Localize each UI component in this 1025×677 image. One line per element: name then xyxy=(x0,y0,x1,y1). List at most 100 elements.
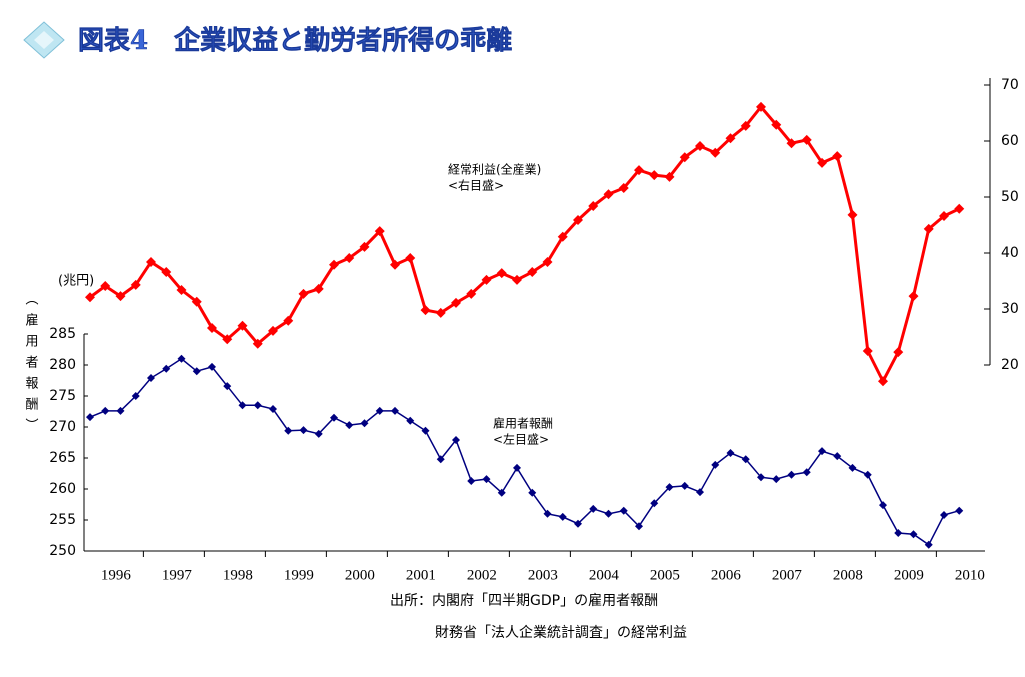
marker xyxy=(497,488,506,497)
marker xyxy=(344,253,355,264)
marker xyxy=(879,501,887,510)
marker xyxy=(696,488,704,497)
marker xyxy=(801,134,812,145)
marker xyxy=(223,382,232,391)
marker xyxy=(176,284,187,295)
x-tick-label: 2001 xyxy=(406,567,436,583)
marker xyxy=(832,151,843,162)
marker xyxy=(710,147,721,158)
marker xyxy=(146,256,156,267)
marker xyxy=(192,367,201,376)
annotation: <左目盛> xyxy=(493,432,549,447)
marker xyxy=(847,209,858,220)
marker xyxy=(496,268,507,279)
marker xyxy=(802,468,811,477)
marker xyxy=(283,315,294,326)
marker xyxy=(237,320,248,331)
marker xyxy=(954,203,965,214)
marker xyxy=(650,499,659,508)
x-tick-label: 1997 xyxy=(162,567,193,583)
marker xyxy=(771,119,782,130)
marker xyxy=(680,481,689,490)
marker xyxy=(435,307,446,318)
marker xyxy=(100,281,111,292)
x-tick-label: 2003 xyxy=(528,567,558,583)
marker xyxy=(741,455,750,464)
marker xyxy=(635,522,643,531)
marker xyxy=(298,288,309,299)
x-tick-label: 1999 xyxy=(284,567,314,583)
marker xyxy=(147,374,155,383)
x-tick-label: 2000 xyxy=(345,567,375,583)
marker xyxy=(420,305,431,316)
unit-label: (兆円) xyxy=(58,274,94,289)
x-tick-label: 2005 xyxy=(650,567,680,583)
marker xyxy=(253,401,262,410)
marker xyxy=(268,325,278,336)
x-tick-label: 1998 xyxy=(223,567,253,583)
marker xyxy=(467,476,476,485)
marker xyxy=(604,509,613,518)
marker xyxy=(924,540,933,549)
x-tick-label: 2009 xyxy=(894,567,924,583)
marker xyxy=(542,256,553,267)
marker xyxy=(482,475,491,484)
marker xyxy=(116,406,125,415)
series-line xyxy=(89,104,960,385)
y-tick-label: 255 xyxy=(49,512,76,528)
marker xyxy=(618,183,629,194)
marker xyxy=(909,530,918,539)
marker xyxy=(787,470,796,479)
marker xyxy=(512,274,522,285)
marker xyxy=(191,296,202,307)
marker xyxy=(85,292,95,303)
chart-title: 図表4 企業収益と勤労者所得の乖離 xyxy=(78,25,512,56)
marker xyxy=(359,241,370,252)
marker xyxy=(848,463,857,472)
y-tick-label: 280 xyxy=(49,357,76,373)
marker xyxy=(390,259,400,270)
annotation: <右目盛> xyxy=(448,178,504,193)
marker xyxy=(725,133,736,144)
marker xyxy=(481,274,492,285)
y2-tick-label: 20 xyxy=(1001,357,1019,373)
y-tick-label: 270 xyxy=(49,419,76,435)
marker xyxy=(772,475,781,484)
marker xyxy=(406,416,415,425)
marker xyxy=(557,231,568,242)
marker xyxy=(238,401,247,410)
marker xyxy=(955,506,964,515)
marker xyxy=(939,211,949,222)
marker xyxy=(208,362,216,371)
marker xyxy=(421,426,430,435)
marker xyxy=(893,347,904,358)
marker xyxy=(878,376,888,387)
annotation: 経常利益(全産業) xyxy=(448,162,541,177)
marker xyxy=(817,157,827,168)
marker xyxy=(818,447,826,456)
marker xyxy=(177,354,186,363)
marker xyxy=(360,419,369,428)
marker xyxy=(908,291,919,302)
marker xyxy=(527,267,538,278)
y-tick-label: 285 xyxy=(49,326,76,342)
source: 財務省「法人企業統計調査」の経常利益 xyxy=(435,624,687,641)
series-line xyxy=(89,357,960,546)
marker xyxy=(756,101,766,112)
marker xyxy=(574,519,582,528)
marker xyxy=(330,413,338,422)
marker xyxy=(375,406,384,415)
marker xyxy=(513,463,521,472)
marker xyxy=(649,170,660,181)
x-tick-label: 2004 xyxy=(589,567,620,583)
marker xyxy=(391,406,399,415)
marker xyxy=(299,426,308,435)
marker xyxy=(862,346,873,356)
marker xyxy=(269,405,277,414)
marker xyxy=(923,223,934,234)
y-tick-label: 265 xyxy=(49,450,76,466)
y2-tick-label: 60 xyxy=(1001,133,1019,149)
x-tick-label: 1996 xyxy=(101,567,132,583)
marker xyxy=(588,200,599,211)
marker xyxy=(543,509,552,518)
